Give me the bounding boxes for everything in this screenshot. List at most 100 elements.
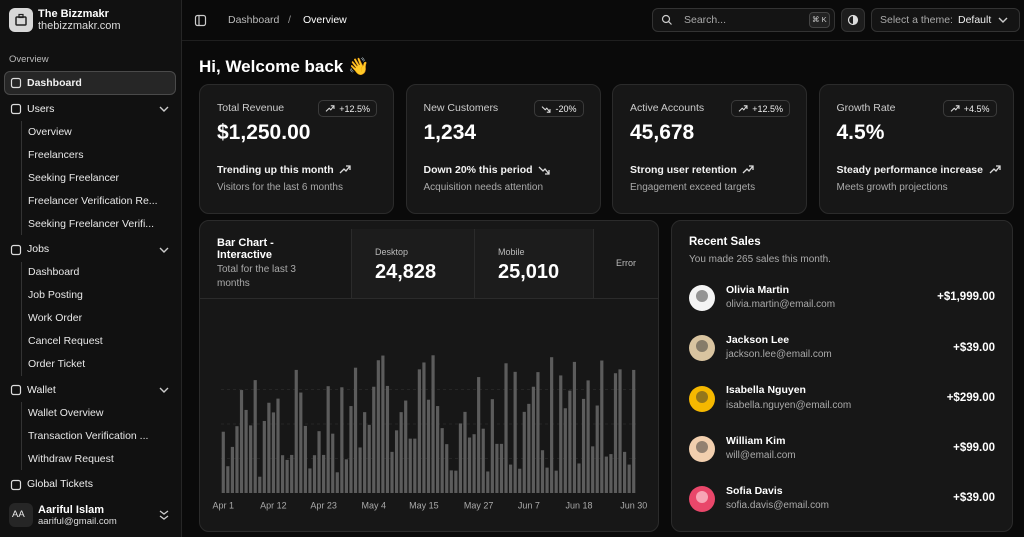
shortcut-box [809, 12, 830, 28]
bar [623, 451, 627, 493]
icon-part [853, 15, 858, 25]
bar [294, 369, 298, 493]
nav-tree-line [21, 261, 22, 376]
x-tick-label: Apr 23 [310, 500, 337, 510]
bar [413, 438, 417, 493]
stat-card [199, 84, 394, 214]
bar [285, 459, 289, 493]
bar [299, 392, 303, 493]
bar [235, 426, 239, 493]
nav-item[interactable]: Users [27, 102, 55, 115]
nav-subitem[interactable]: Work Order [28, 312, 83, 325]
tab-divider [351, 229, 352, 298]
logo-icon [15, 13, 27, 26]
sale-name: Sofia Davis [726, 484, 783, 497]
nav-item[interactable]: Global Tickets [27, 478, 93, 491]
search-box[interactable] [652, 8, 835, 32]
user-menu-icon [159, 510, 169, 520]
nav-subitem[interactable]: Job Posting [28, 289, 83, 302]
bar [376, 360, 380, 493]
x-tick-label: May 15 [409, 500, 439, 510]
nav-subitem[interactable]: Wallet Overview [28, 406, 104, 419]
brand-name: The Bizzmakr [38, 7, 109, 20]
card-title: Active Accounts [630, 101, 705, 114]
bar [499, 443, 504, 493]
nav-item[interactable]: Wallet [27, 383, 56, 396]
logo [9, 8, 33, 32]
nav-subitem[interactable]: Dashboard [28, 266, 80, 279]
card-value: 4.5% [836, 120, 885, 144]
header-border [182, 40, 1024, 41]
tab-value: 24,828 [375, 261, 437, 283]
icon-part [15, 16, 27, 26]
card-title: Total Revenue [217, 101, 285, 114]
bar [363, 412, 367, 493]
bar [303, 425, 307, 493]
nav-subitem[interactable]: Freelancer Verification Re... [28, 194, 158, 207]
tab-bg[interactable] [475, 229, 593, 298]
bar [230, 446, 234, 493]
search-placeholder: Search... [684, 13, 727, 26]
bar [417, 369, 421, 493]
bar [513, 371, 517, 493]
nav-subitem[interactable]: Transaction Verification ... [28, 429, 149, 442]
card-badge: +12.5% [318, 100, 377, 117]
bar [495, 443, 499, 493]
nav-subitem[interactable]: Freelancers [28, 148, 84, 161]
bar [568, 390, 572, 493]
card-trend: Trending up this month [217, 163, 334, 176]
trend-icon [989, 165, 1001, 174]
user-avatar [9, 503, 33, 527]
nav-subitem[interactable]: Seeking Freelancer [28, 171, 120, 184]
bar [308, 468, 312, 493]
sale-name: William Kim [726, 434, 786, 447]
bar [249, 425, 253, 493]
bar [463, 411, 467, 493]
sale-name: Isabella Nguyen [726, 384, 806, 397]
bar [344, 459, 349, 493]
nav-active-bg [4, 71, 176, 95]
bar [267, 402, 271, 493]
nav-subitem[interactable]: Withdraw Request [28, 452, 114, 465]
tab-label: Desktop [375, 246, 409, 257]
tab-bg[interactable] [352, 229, 474, 298]
x-tick-label: Jun 30 [620, 500, 647, 510]
nav-icon [10, 384, 22, 396]
bar [290, 454, 294, 493]
icon-part [18, 13, 24, 19]
sale-email: isabella.nguyen@email.com [726, 399, 852, 411]
nav-subitem[interactable]: Seeking Freelancer Verifi... [28, 217, 155, 230]
theme-value: Default [958, 13, 992, 26]
icon-part [738, 105, 748, 112]
nav-subitem[interactable]: Overview [28, 125, 72, 138]
nav-subitem[interactable]: Cancel Request [28, 335, 103, 348]
nav-item[interactable]: Jobs [27, 243, 50, 256]
nav-subitem[interactable]: Order Ticket [28, 358, 86, 371]
chevron [159, 106, 169, 112]
card-value: 45,678 [630, 120, 695, 144]
stat-card [818, 84, 1014, 214]
x-tick-label: May 27 [464, 500, 494, 510]
bar [604, 456, 608, 493]
theme-select[interactable] [871, 8, 1020, 32]
tab-divider [593, 229, 594, 298]
x-tick-label: Apr 1 [213, 500, 235, 510]
nav-item[interactable]: Dashboard [27, 76, 82, 89]
bar [613, 373, 618, 493]
bar [449, 470, 453, 493]
sale-amount: +$39.00 [953, 341, 995, 354]
card-value: $1,250.00 [217, 120, 311, 144]
theme-icon [847, 14, 859, 26]
bar [358, 447, 362, 493]
bar [385, 385, 390, 493]
icon-part [159, 510, 169, 515]
icon-part [159, 247, 169, 253]
sale-avatar-face [696, 491, 708, 504]
theme-label: Select a theme: [880, 13, 953, 26]
sale-email: sofia.davis@email.com [726, 500, 829, 512]
sale-name: Olivia Martin [726, 283, 790, 296]
bar [244, 409, 248, 493]
bar [322, 454, 326, 493]
bar [586, 380, 590, 493]
